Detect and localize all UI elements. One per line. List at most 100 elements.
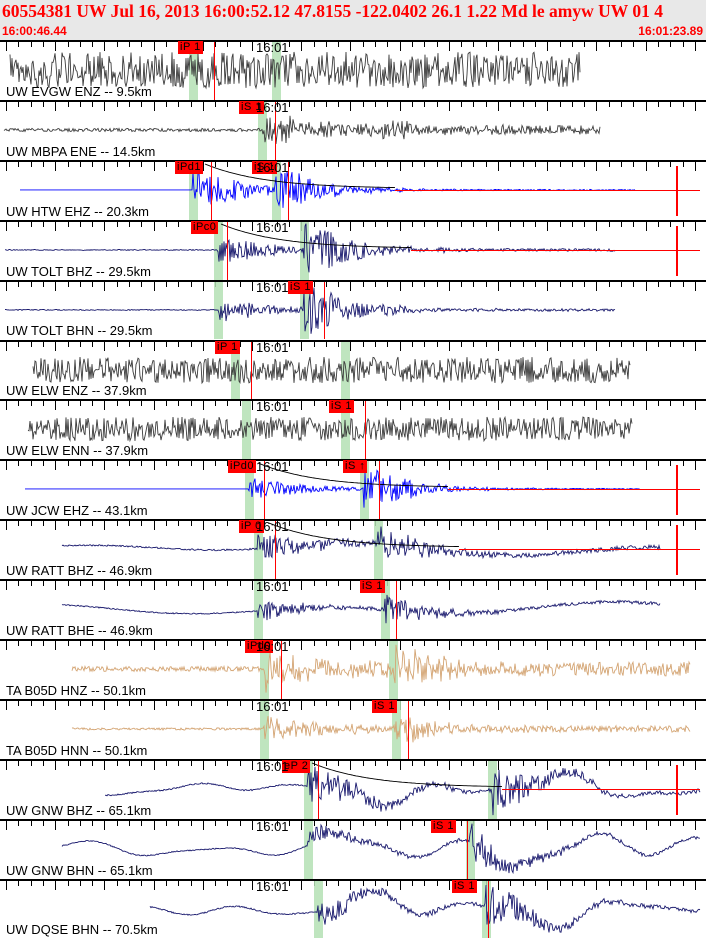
- trace-row[interactable]: iPd0 16:01 TA B05D HNZ -- 50.1km: [0, 639, 706, 699]
- channel-label[interactable]: UW RATT BHE -- 46.9km: [6, 622, 153, 638]
- pick-label[interactable]: iS ↑: [343, 460, 368, 474]
- coincidence-band: [374, 521, 383, 580]
- channel-label[interactable]: UW HTW EHZ -- 20.3km: [6, 203, 149, 219]
- coda-decay-curve: [311, 762, 503, 787]
- pick-label[interactable]: iS 1: [452, 879, 477, 893]
- trace-separator: [0, 579, 706, 582]
- trace-row[interactable]: iS 1 16:01 UW GNW BHN -- 65.1km: [0, 818, 706, 879]
- trace-row[interactable]: iS 1 16:01 UW ELW ENN -- 37.9km: [0, 399, 706, 460]
- pick-label[interactable]: iS 1: [288, 280, 313, 294]
- trace-row[interactable]: iS 1 16:01 TA B05D HNN -- 50.1km: [0, 698, 706, 759]
- coda-length-line: [459, 549, 700, 551]
- pick-line[interactable]: [214, 42, 215, 100]
- pick-line[interactable]: [275, 101, 276, 160]
- pick-label[interactable]: iPd0: [228, 460, 257, 474]
- minute-time-label: 16:01: [256, 878, 289, 894]
- pick-line[interactable]: [488, 880, 489, 938]
- pick-line[interactable]: [251, 341, 252, 400]
- pick-label[interactable]: iS 1: [239, 100, 264, 114]
- coincidence-band: [189, 161, 198, 220]
- window-end-time: 16:01:23.89: [638, 24, 703, 38]
- pick-line[interactable]: [318, 760, 319, 819]
- pick-line[interactable]: [396, 581, 397, 639]
- channel-label[interactable]: UW RATT BHZ -- 46.9km: [6, 563, 153, 579]
- pick-line[interactable]: [281, 641, 282, 699]
- trace-row[interactable]: iPd0 iS ↑ 16:01 UW JCW EHZ -- 43.1km: [0, 459, 706, 520]
- pick-line[interactable]: [275, 521, 276, 580]
- waveform: [27, 416, 633, 443]
- channel-label[interactable]: UW DQSE BHN -- 70.5km: [6, 922, 158, 938]
- pick-label[interactable]: iP 0: [239, 520, 264, 534]
- channel-label[interactable]: UW EVGW ENZ -- 9.5km: [6, 83, 152, 99]
- pick-line[interactable]: [264, 461, 265, 520]
- waveform: [4, 223, 616, 273]
- pick-line[interactable]: [365, 401, 366, 460]
- channel-label[interactable]: UW GNW BHN -- 65.1km: [6, 862, 153, 878]
- trace-row[interactable]: iP 1 16:01 UW EVGW ENZ -- 9.5km: [0, 40, 706, 100]
- pick-line[interactable]: [288, 161, 289, 220]
- event-header: 60554381 UW Jul 16, 2013 16:00:52.12 47.…: [0, 0, 706, 47]
- pick-label[interactable]: iP 1: [178, 41, 203, 54]
- pick-label[interactable]: iS 1: [360, 580, 385, 594]
- channel-label[interactable]: UW ELW ENN -- 37.9km: [6, 443, 149, 459]
- coincidence-band: [304, 760, 313, 819]
- trace-row[interactable]: iP 0 16:01 UW RATT BHZ -- 46.9km: [0, 519, 706, 580]
- pick-line[interactable]: [227, 221, 228, 280]
- trace-row[interactable]: iPd1 iS 1 16:01 UW HTW EHZ -- 20.3km: [0, 159, 706, 220]
- pick-line[interactable]: [379, 461, 380, 520]
- pick-label[interactable]: iS 1: [252, 160, 277, 174]
- channel-label[interactable]: UW TOLT BHN -- 29.5km: [6, 323, 153, 339]
- pick-label[interactable]: iS 1: [431, 819, 456, 833]
- trace-row[interactable]: iS 1 16:01 UW TOLT BHN -- 29.5km: [0, 279, 706, 340]
- pick-line[interactable]: [324, 281, 325, 340]
- pick-line[interactable]: [467, 820, 468, 879]
- trace-separator: [0, 99, 706, 102]
- channel-label[interactable]: UW GNW BHZ -- 65.1km: [6, 802, 152, 818]
- pick-label[interactable]: iPc0: [191, 220, 219, 234]
- minute-time-label: 16:01: [256, 698, 289, 714]
- coda-length-line: [411, 249, 700, 251]
- waveform: [61, 823, 701, 874]
- pick-line[interactable]: [211, 161, 212, 220]
- trace-row[interactable]: iP 1 16:01 UW ELW ENZ -- 37.9km: [0, 339, 706, 400]
- coda-decay-curve: [204, 163, 396, 188]
- waveform: [9, 51, 581, 90]
- trace-separator: [0, 40, 706, 42]
- waveform: [71, 715, 691, 743]
- waveform: [32, 356, 631, 384]
- minute-time-label: 16:01: [256, 818, 289, 834]
- channel-label[interactable]: UW TOLT BHZ -- 29.5km: [6, 263, 151, 279]
- time-axis-ticks: [0, 819, 706, 830]
- minute-time-label: 16:01: [256, 279, 289, 295]
- pick-label[interactable]: iPd1: [175, 160, 204, 174]
- pick-label[interactable]: iPd0: [245, 640, 274, 653]
- trace-row[interactable]: iPc0 16:01 UW TOLT BHZ -- 29.5km: [0, 219, 706, 280]
- pick-label[interactable]: iP 1: [215, 340, 240, 354]
- trace-separator: [0, 339, 706, 342]
- trace-separator: [0, 698, 706, 701]
- channel-label[interactable]: TA B05D HNN -- 50.1km: [6, 742, 148, 758]
- trace-row[interactable]: eP 2 16:01 UW GNW BHZ -- 65.1km: [0, 758, 706, 819]
- trace-separator: [0, 818, 706, 821]
- trace-row[interactable]: iS 1 16:01 UW DQSE BHN -- 70.5km: [0, 878, 706, 938]
- pick-line[interactable]: [408, 700, 409, 759]
- pick-label[interactable]: iS 1: [372, 699, 397, 713]
- seismogram-panel[interactable]: iP 1 16:01 UW EVGW ENZ -- 9.5km iS 1 16:01 UW…: [0, 40, 706, 938]
- channel-label[interactable]: TA B05D HNZ -- 50.1km: [6, 682, 146, 698]
- channel-label[interactable]: UW ELW ENZ -- 37.9km: [6, 383, 147, 399]
- waveform: [61, 594, 661, 624]
- minute-time-label: 16:01: [256, 219, 289, 235]
- trace-row[interactable]: iS 1 16:01 UW MBPA ENE -- 14.5km: [0, 99, 706, 160]
- pick-label[interactable]: eP 2: [282, 759, 311, 773]
- coincidence-band: [304, 820, 313, 879]
- pick-label[interactable]: iS 1: [329, 400, 354, 414]
- waveform: [71, 644, 691, 693]
- minute-time-label: 16:01: [256, 758, 289, 774]
- coincidence-band: [488, 760, 497, 819]
- trace-row[interactable]: iS 1 16:01 UW RATT BHE -- 46.9km: [0, 579, 706, 639]
- channel-label[interactable]: UW JCW EHZ -- 43.1km: [6, 503, 148, 519]
- coda-end-marker: [676, 165, 678, 216]
- coda-decay-curve: [220, 223, 412, 248]
- waveform: [3, 115, 601, 144]
- channel-label[interactable]: UW MBPA ENE -- 14.5km: [6, 143, 156, 159]
